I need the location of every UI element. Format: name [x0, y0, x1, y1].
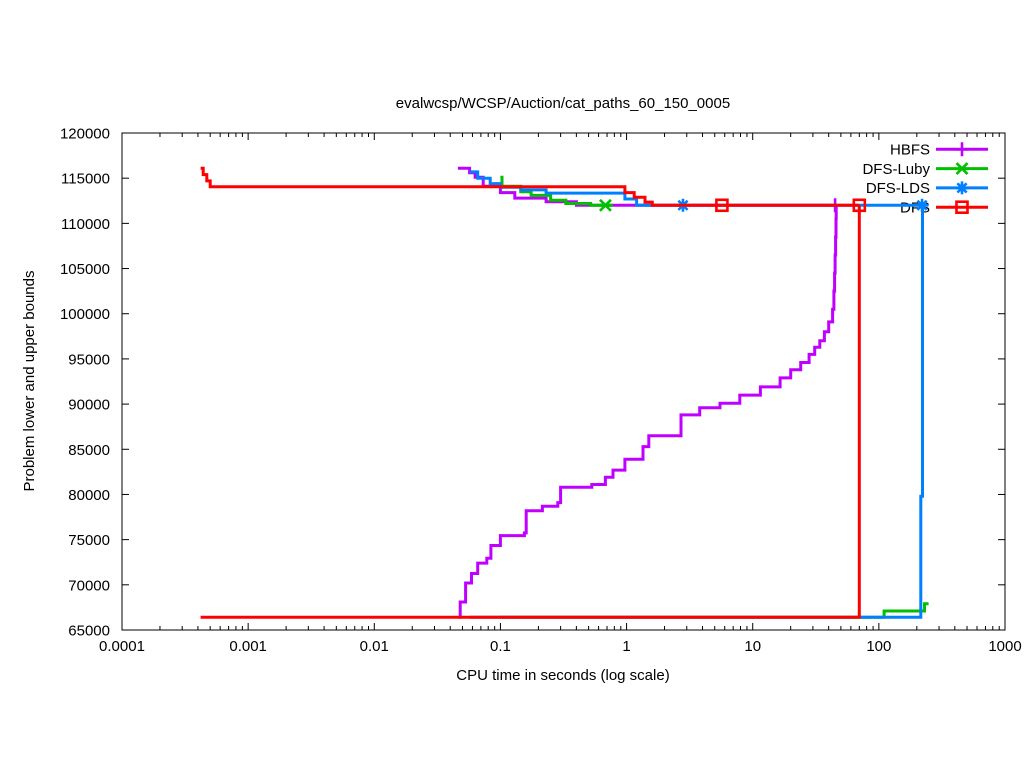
- legend-sample-marker-DFS: [955, 200, 969, 214]
- y-tick-label: 70000: [68, 577, 110, 594]
- series-DFS-marker: [852, 198, 867, 213]
- plot-border: [121, 132, 1006, 631]
- series-DFS-LDS-upper-bound-line: [469, 170, 923, 207]
- series-DFS-Luby-lower-bound-line: [500, 602, 929, 619]
- series-DFS-Luby-marker: [599, 198, 612, 212]
- legend-label-dfs-lds: DFS-LDS: [866, 180, 930, 197]
- x-axis-label: CPU time in seconds (log scale): [456, 667, 670, 684]
- y-tick-label: 105000: [60, 261, 110, 278]
- series-DFS-LDS-marker: [915, 198, 929, 212]
- y-tick-label: 115000: [61, 171, 110, 188]
- y-tick-label: 90000: [68, 397, 110, 414]
- plot-area: 0.0001 0.001 0.01 0.1 1 10 100 1000 65000 70000 75…: [60, 126, 1022, 656]
- x-tick-label: 10: [744, 638, 761, 655]
- legend-label-hbfs: HBFS: [890, 142, 930, 159]
- legend-sample-marker-DFS-LDS: [955, 181, 969, 195]
- y-tick-label: 100000: [60, 306, 110, 323]
- y-tick-label: 65000: [68, 623, 110, 640]
- x-tick-label: 0.1: [490, 638, 511, 655]
- x-tick-label: 1000: [988, 638, 1021, 655]
- legend-sample-marker-DFS-Luby: [955, 162, 969, 176]
- y-tick-label: 120000: [60, 126, 110, 143]
- y-tick-label: 110000: [61, 216, 110, 233]
- series-DFS-marker: [715, 198, 729, 213]
- series-DFS-upper-bound-line: [200, 166, 860, 207]
- y-tick-label: 95000: [68, 351, 110, 368]
- x-tick-label: 100: [866, 638, 891, 655]
- series-DFS-Luby-upper-bound-line: [500, 175, 613, 207]
- x-tick-label: 1: [622, 638, 630, 655]
- x-tick-label: 0.01: [360, 638, 389, 655]
- legend-label-dfs-luby: DFS-Luby: [862, 161, 930, 178]
- series-DFS-lower-bound-line: [200, 205, 861, 619]
- series-HBFS-lower-bound-line: [458, 205, 838, 619]
- y-tick-label: 75000: [68, 532, 110, 549]
- y-tick-label: 80000: [68, 487, 110, 504]
- legend-samples: [936, 142, 988, 214]
- series-DFS-LDS-lower-bound-line: [469, 205, 924, 619]
- x-tick-label: 0.001: [229, 638, 267, 655]
- y-tick-label: 85000: [68, 442, 110, 459]
- chart-title: evalwcsp/WCSP/Auction/cat_paths_60_150_0…: [395, 95, 731, 112]
- legend-sample-marker-HBFS: [955, 142, 969, 157]
- x-tick-label: 0.0001: [99, 638, 145, 655]
